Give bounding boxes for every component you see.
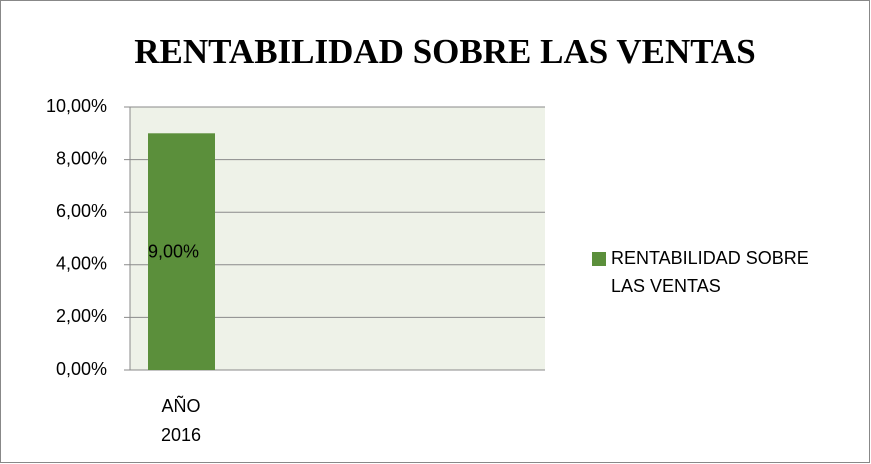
legend-label: RENTABILIDAD SOBRE LAS VENTAS — [611, 248, 809, 296]
legend-swatch — [592, 252, 606, 266]
y-tick-label: 2,00% — [56, 306, 107, 326]
y-tick-label: 0,00% — [56, 359, 107, 379]
chart-title: RENTABILIDAD SOBRE LAS VENTAS — [134, 32, 755, 71]
x-tick-label: AÑO 2016 — [161, 395, 201, 445]
data-label: 9,00% — [148, 241, 199, 261]
y-tick-label: 6,00% — [56, 201, 107, 221]
y-tick-label: 4,00% — [56, 254, 107, 274]
y-tick-label: 8,00% — [56, 148, 107, 168]
y-tick-label: 10,00% — [46, 96, 107, 116]
bar — [148, 133, 215, 370]
